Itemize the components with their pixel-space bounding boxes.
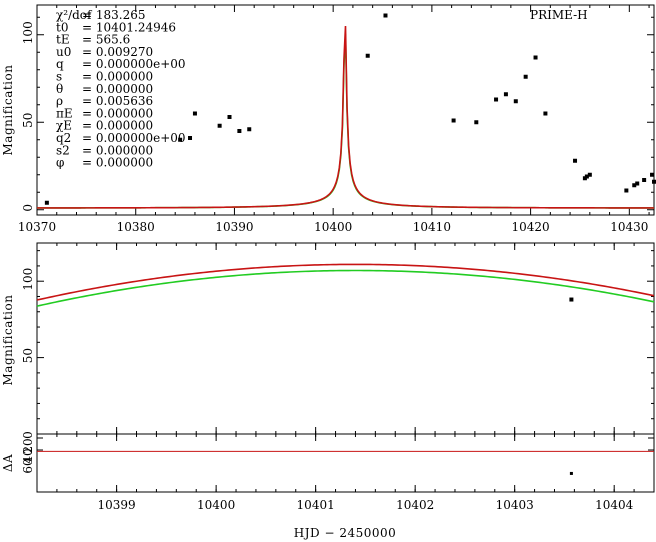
param-value: = 0.000000 (82, 106, 153, 120)
top-data-point (652, 179, 656, 184)
res-xtick-label: 10403 (496, 498, 534, 512)
top-ylabel: Magnification (1, 65, 15, 156)
param-value: = 0.000000 (82, 143, 153, 157)
middle-axis-ticks: 50 100 (21, 243, 654, 434)
top-data-point (632, 183, 637, 188)
top-data-point (584, 174, 589, 179)
top-xtick-label: 10410 (413, 220, 451, 234)
top-data-point (494, 97, 499, 102)
param-name: ρ (56, 94, 63, 108)
param-name: u0 (56, 45, 71, 59)
parameter-list: χ²/dof= 183.265 t0 = 10401.24946 tE = 565.6 u… (56, 8, 186, 170)
top-data-point (587, 172, 592, 177)
res-ytick-label: 20 (21, 438, 35, 453)
top-data-point (635, 181, 640, 186)
res-xtick-label: 10401 (297, 498, 335, 512)
param-value: = 183.265 (82, 8, 146, 22)
top-xtick-label: 10390 (215, 220, 253, 234)
res-xtick-label: 10402 (396, 498, 434, 512)
top-xtick-label: 10430 (610, 220, 648, 234)
param-name: s (56, 70, 62, 84)
top-data-point (44, 200, 49, 205)
mid-data-point (569, 297, 574, 302)
top-data-point (188, 136, 193, 140)
top-xtick-label: 10380 (117, 220, 155, 234)
mid-curve-model-green (36, 269, 655, 307)
res-ytick-label: 60 (21, 458, 35, 473)
param-name: tE (56, 33, 70, 47)
residual-data-point (569, 471, 573, 475)
param-name: θ (56, 82, 63, 96)
param-value: = 0.000000e+00 (82, 131, 186, 145)
top-data-point (217, 123, 222, 128)
top-data-point (533, 55, 538, 60)
param-name: χE (56, 119, 72, 133)
mid-curve-model-red (36, 263, 655, 301)
dataset-label: PRIME-H (530, 8, 588, 22)
top-xtick-label: 10420 (512, 220, 550, 234)
top-axis-ticks: 10370 10380 10390 10400 10410 10420 10430 0 50 10… (18, 5, 654, 234)
param-name: q2 (56, 131, 71, 145)
param-value: = 0.000000 (82, 82, 153, 96)
res-xtick-label: 10404 (595, 498, 634, 512)
top-ytick-label: 50 (21, 113, 35, 128)
top-model-curves (37, 26, 654, 209)
param-value: = 0.000000e+00 (82, 57, 186, 71)
top-data-point (474, 120, 479, 125)
top-xtick-label: 10370 (18, 220, 56, 234)
param-name: φ (56, 156, 64, 170)
middle-model-curves (36, 263, 655, 307)
top-data-point (543, 111, 548, 116)
top-data-point (513, 99, 518, 104)
top-data-point (573, 158, 578, 163)
top-data-point (523, 74, 528, 79)
param-value: = 0.000000 (82, 119, 153, 133)
middle-ylabel: Magnification (1, 295, 15, 386)
top-panel-frame (36, 4, 655, 216)
mid-ytick-label: 100 (21, 268, 35, 291)
top-data-point (178, 137, 183, 142)
mid-ytick-label: 50 (21, 348, 35, 363)
middle-panel-frame (36, 242, 655, 435)
top-data-point (247, 127, 252, 132)
top-curve-model-red (37, 26, 654, 209)
residual-panel-frame (36, 433, 655, 493)
top-data-point (192, 111, 197, 116)
top-data-point (383, 13, 388, 18)
top-ytick-label: 100 (21, 21, 35, 44)
top-data-point (227, 115, 232, 119)
param-name: t0 (56, 20, 68, 34)
top-data-point (642, 178, 647, 182)
res-xtick-label: 10399 (98, 498, 136, 512)
residual-content (37, 450, 654, 475)
res-ytick-label: 0 (21, 431, 35, 439)
res-ytick-label: 40 (21, 448, 35, 463)
top-data-point (451, 118, 456, 123)
top-ytick-label: 0 (21, 204, 35, 212)
param-value: = 565.6 (82, 33, 130, 47)
res-xtick-label: 10400 (197, 498, 235, 512)
param-value: = 0.000000 (82, 156, 153, 170)
xlabel: HJD − 2450000 (294, 526, 397, 540)
param-value: = 0.000000 (82, 70, 153, 84)
param-value: = 0.005636 (82, 94, 153, 108)
param-value: = 10401.24946 (82, 20, 176, 34)
param-name: πE (56, 106, 73, 120)
param-name: χ²/dof (56, 8, 93, 22)
top-data-point (365, 53, 370, 58)
top-data-point (237, 129, 242, 133)
top-data-point (650, 172, 655, 177)
param-value: = 0.009270 (82, 45, 153, 59)
residual-ylabel: ΔA (1, 454, 15, 472)
top-data-point (503, 92, 508, 97)
param-name: s2 (56, 143, 70, 157)
param-name: q (56, 57, 64, 71)
top-data-points (44, 13, 656, 205)
top-data-point (624, 188, 629, 193)
middle-data-points (569, 297, 574, 302)
top-xtick-label: 10400 (314, 220, 352, 234)
